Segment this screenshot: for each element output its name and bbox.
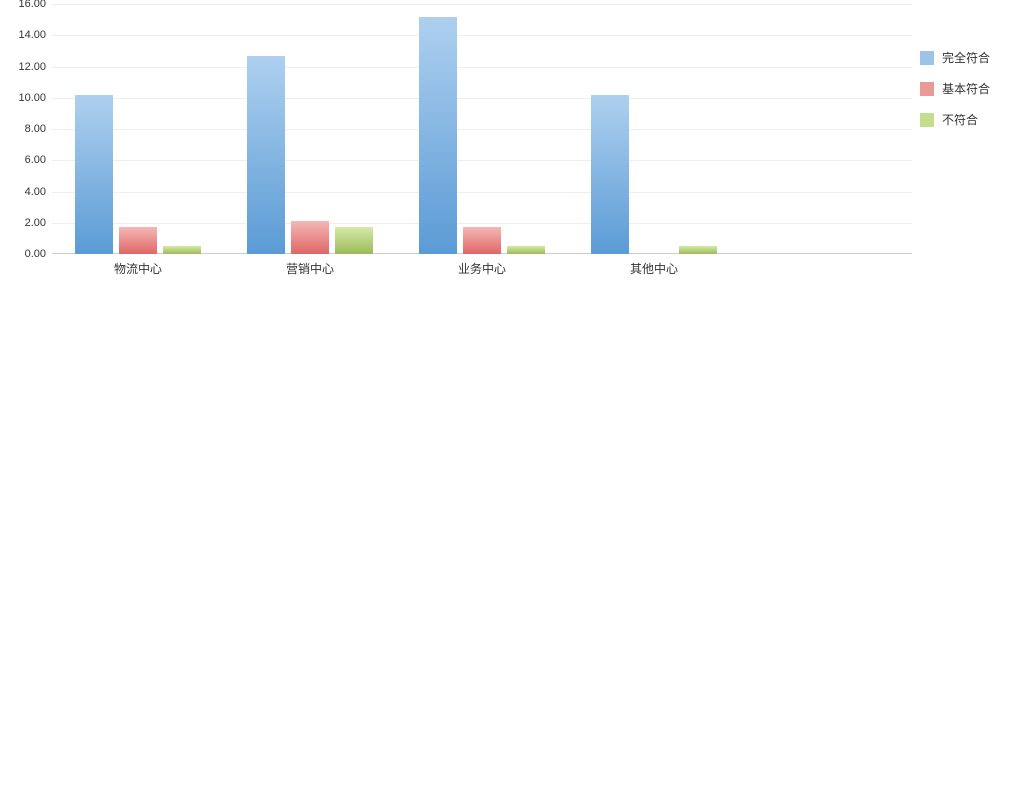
legend-label: 基本符合: [942, 80, 990, 97]
bar: [335, 227, 373, 254]
bar: [163, 246, 201, 254]
gridline: [52, 192, 912, 193]
chart-container: 0.00 2.00 4.00 6.00 8.00 10.00 12.00 14.00 16.00…: [0, 0, 1024, 800]
legend-label: 不符合: [942, 111, 978, 128]
bar: [247, 56, 285, 254]
gridline: [52, 223, 912, 224]
bar: [679, 246, 717, 254]
y-tick-label: 6.00: [25, 154, 52, 166]
bar: [119, 227, 157, 254]
gridline: [52, 129, 912, 130]
y-tick-label: 4.00: [25, 186, 52, 198]
bar: [75, 95, 113, 254]
legend-swatch: [920, 51, 934, 65]
gridline: [52, 35, 912, 36]
gridline: [52, 4, 912, 5]
x-category-label: 物流中心: [114, 254, 162, 277]
legend-item: 完全符合: [920, 49, 990, 66]
plot-area: 0.002.004.006.008.0010.0012.0014.0016.00…: [52, 4, 912, 254]
gridline: [52, 160, 912, 161]
bar: [463, 227, 501, 254]
legend-swatch: [920, 82, 934, 96]
bar: [291, 221, 329, 254]
x-category-label: 其他中心: [630, 254, 678, 277]
bar: [419, 17, 457, 255]
y-tick-label: 14.00: [18, 29, 52, 41]
y-tick-label: 12.00: [18, 61, 52, 73]
gridline: [52, 67, 912, 68]
bar: [591, 95, 629, 254]
y-tick-label: 10.00: [18, 92, 52, 104]
legend-item: 基本符合: [920, 80, 990, 97]
legend-label: 完全符合: [942, 49, 990, 66]
x-category-label: 业务中心: [458, 254, 506, 277]
y-tick-label: 16.00: [18, 0, 52, 10]
x-category-label: 营销中心: [286, 254, 334, 277]
y-tick-label: 2.00: [25, 217, 52, 229]
bar: [507, 246, 545, 254]
y-tick-label: 8.00: [25, 123, 52, 135]
legend-swatch: [920, 113, 934, 127]
legend: 完全符合基本符合不符合: [920, 49, 990, 142]
legend-item: 不符合: [920, 111, 990, 128]
gridline: [52, 98, 912, 99]
y-tick-label: 0.00: [25, 248, 52, 260]
